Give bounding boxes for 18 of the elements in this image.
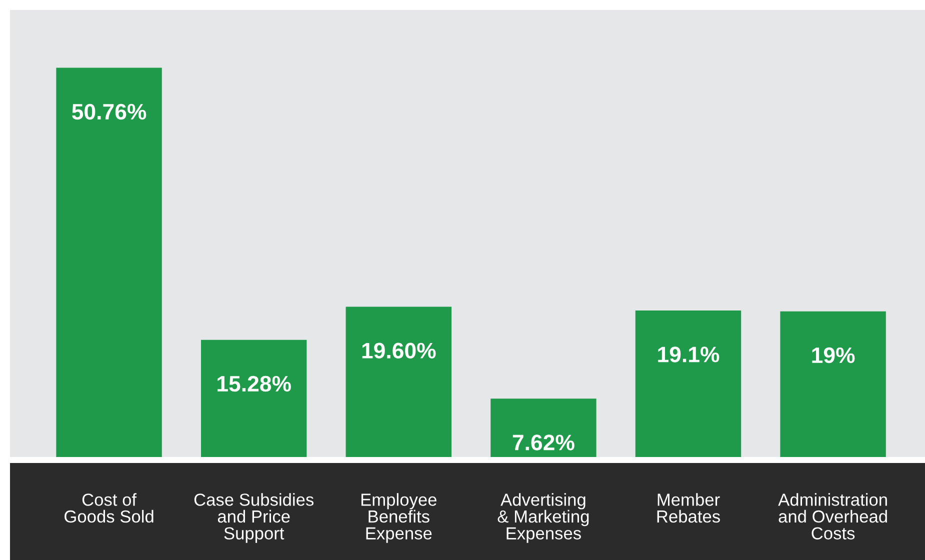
data-label: 50.76% <box>72 104 146 120</box>
x-tick-label: Case Subsidies and Price Support <box>194 493 314 543</box>
x-tick-label: Cost of Goods Sold <box>64 493 154 523</box>
bar <box>346 306 452 457</box>
data-label: 7.62% <box>512 434 574 450</box>
bar <box>780 311 886 457</box>
bar <box>490 398 596 457</box>
bar <box>635 310 742 457</box>
x-tick-label: Employee Benefits Expense <box>361 493 436 543</box>
x-tick-label: Administration and Overhead Costs <box>778 493 887 540</box>
data-label: 19.1% <box>658 346 720 362</box>
data-label: 19% <box>812 347 855 364</box>
x-tick-label: Advertising & Marketing Expenses <box>498 493 589 543</box>
bar <box>200 340 307 457</box>
bar <box>56 68 162 457</box>
data-label: 15.28% <box>218 376 291 392</box>
data-label: 19.60% <box>362 342 436 359</box>
x-tick-label: Member Rebates <box>657 493 720 523</box>
